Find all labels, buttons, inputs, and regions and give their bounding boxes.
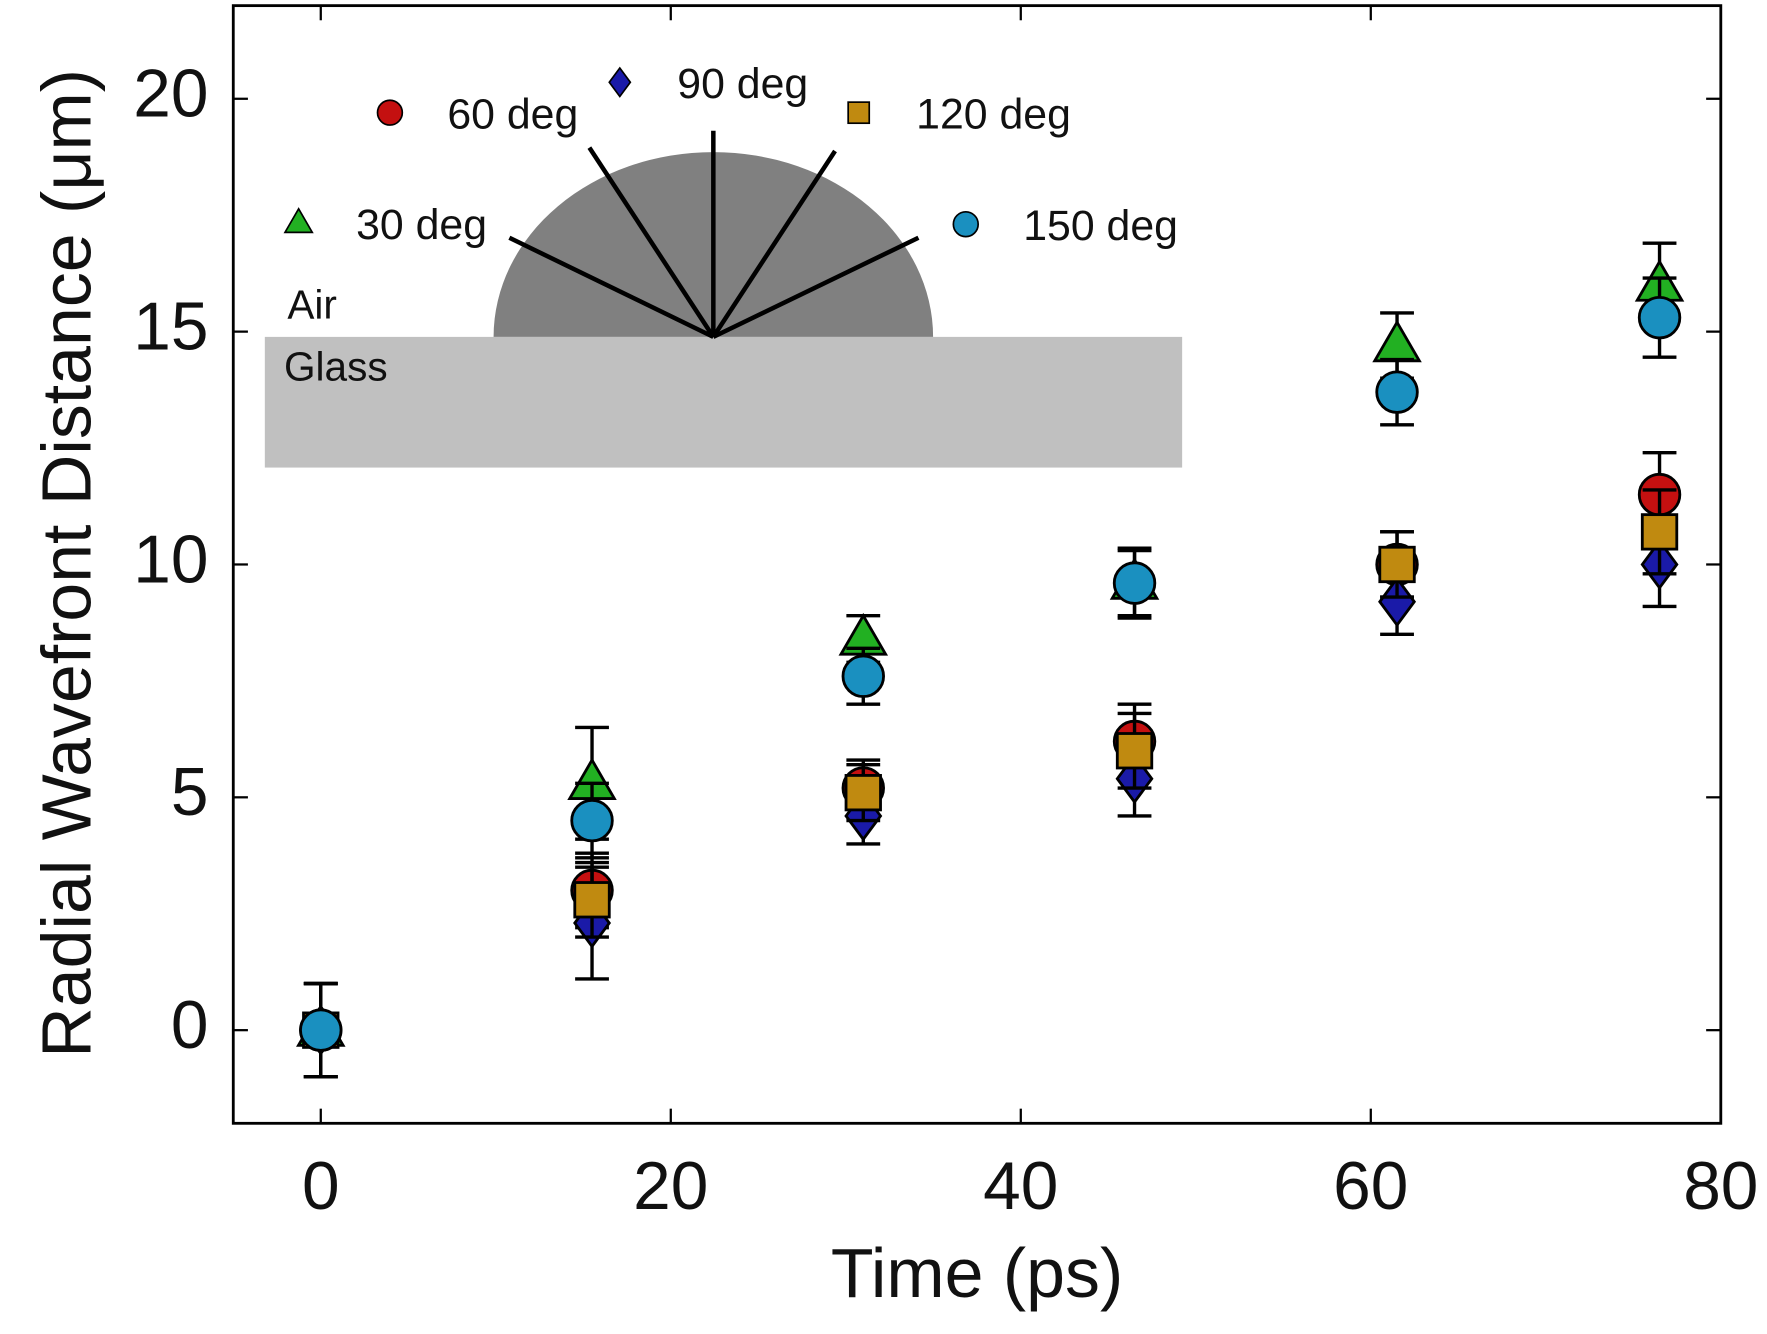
annotation: Air — [287, 281, 337, 327]
legend-label: 60 deg — [447, 90, 578, 138]
y-tick-label: 5 — [171, 755, 209, 830]
marker — [1115, 732, 1154, 770]
angle-lines — [508, 130, 920, 339]
glass-substrate — [264, 336, 1183, 468]
legend-marker — [376, 99, 404, 126]
legend-marker — [847, 101, 871, 125]
x-tick-label: 0 — [302, 1149, 340, 1224]
y-tick-label: 10 — [133, 522, 208, 597]
marker — [1372, 319, 1422, 363]
legend-marker — [952, 210, 980, 238]
marker — [1375, 370, 1419, 414]
legend-label: 120 deg — [916, 90, 1071, 138]
x-tick-label: 80 — [1683, 1149, 1758, 1224]
x-axis-label: Time (ps) — [831, 1234, 1123, 1312]
angle-line — [508, 235, 715, 339]
plot-frame — [231, 4, 1723, 1125]
angle-line — [712, 235, 920, 339]
legend-marker — [283, 207, 314, 234]
y-tick-label: 15 — [133, 289, 208, 364]
legend-label: 30 deg — [356, 201, 487, 249]
annotation: Glass — [284, 343, 388, 389]
y-tick-label: 0 — [171, 988, 209, 1063]
marker — [841, 654, 885, 698]
marker — [299, 1008, 343, 1052]
marker — [1637, 295, 1682, 340]
marker — [844, 774, 882, 812]
marker — [573, 881, 611, 919]
inset-diagram: Air Glass — [264, 130, 1183, 468]
legend-marker — [608, 66, 632, 98]
x-tick-label: 20 — [633, 1149, 708, 1224]
marker — [1378, 545, 1416, 584]
marker — [1112, 561, 1157, 605]
marker — [1640, 513, 1679, 551]
angle-line — [711, 149, 837, 339]
y-axis-label: Radial Wavefront Distance (μm) — [28, 69, 106, 1058]
legend-label: 150 deg — [1023, 202, 1178, 250]
y-tick-label: 20 — [133, 57, 208, 132]
x-tick-label: 40 — [983, 1149, 1058, 1224]
marker — [570, 798, 614, 843]
legend-label: 90 deg — [677, 60, 808, 108]
marker — [1378, 576, 1417, 628]
x-tick-label: 60 — [1333, 1149, 1408, 1224]
angle-line — [587, 146, 716, 339]
